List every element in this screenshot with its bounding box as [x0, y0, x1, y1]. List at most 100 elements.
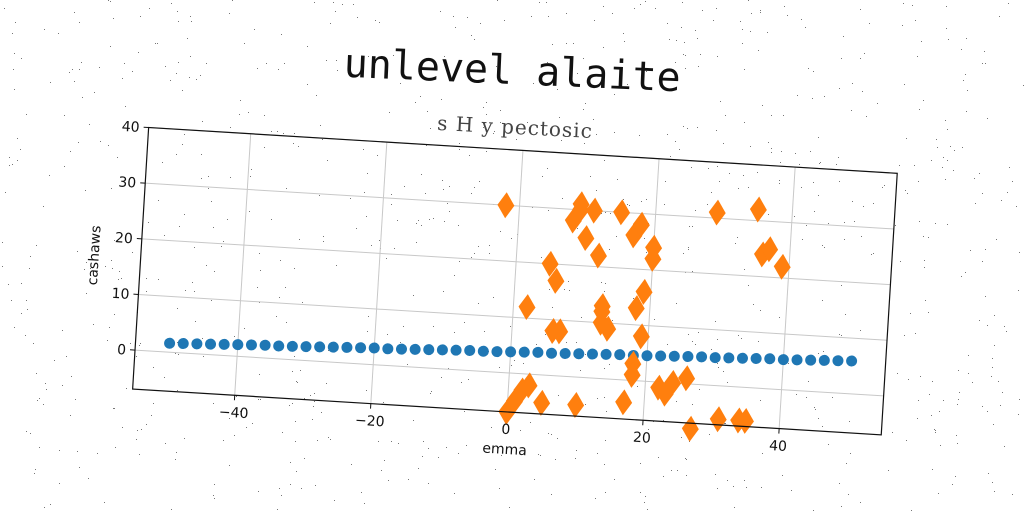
noise-dot: [491, 427, 492, 428]
noise-dot: [336, 265, 337, 266]
plot-frame: [131, 126, 898, 436]
noise-dot: [17, 160, 18, 161]
noise-dot: [214, 271, 215, 272]
noise-dot: [111, 260, 112, 261]
noise-dot: [788, 363, 789, 364]
noise-dot: [317, 440, 318, 441]
noise-dot: [935, 223, 936, 224]
y-gridline: [134, 349, 884, 397]
noise-dot: [140, 343, 141, 344]
noise-dot: [190, 56, 191, 57]
noise-dot: [1006, 331, 1007, 332]
noise-dot: [818, 137, 819, 138]
noise-dot: [433, 218, 434, 219]
noise-dot: [17, 138, 18, 139]
noise-dot: [277, 131, 278, 132]
noise-dot: [799, 164, 800, 165]
noise-dot: [992, 482, 993, 483]
noise-dot: [612, 320, 613, 321]
noise-dot: [682, 2, 683, 3]
noise-dot: [99, 67, 100, 68]
noise-dot: [848, 494, 849, 495]
noise-dot: [461, 382, 462, 383]
noise-dot: [112, 268, 113, 269]
data-point: [191, 338, 203, 350]
noise-dot: [925, 300, 926, 301]
noise-dot: [915, 333, 916, 334]
noise-dot: [753, 304, 754, 305]
noise-dot: [446, 447, 447, 448]
noise-dot: [496, 66, 497, 67]
noise-dot: [758, 341, 759, 342]
noise-dot: [947, 129, 948, 130]
noise-dot: [686, 459, 687, 460]
noise-dot: [20, 149, 21, 150]
noise-dot: [692, 341, 693, 342]
noise-dot: [551, 434, 552, 435]
noise-dot: [918, 400, 919, 401]
noise-dot: [999, 16, 1000, 17]
noise-dot: [375, 20, 376, 21]
noise-dot: [648, 429, 649, 430]
noise-dot: [328, 350, 329, 351]
noise-dot: [234, 435, 235, 436]
noise-dot: [603, 47, 604, 48]
noise-dot: [531, 16, 532, 17]
y-gridline: [145, 182, 894, 230]
noise-dot: [182, 144, 183, 145]
data-point: [696, 351, 708, 363]
noise-dot: [312, 419, 313, 420]
noise-dot: [70, 151, 71, 152]
noise-dot: [386, 258, 387, 259]
noise-dot: [297, 382, 298, 383]
noise-dot: [184, 214, 185, 215]
noise-dot: [29, 268, 30, 269]
noise-dot: [26, 300, 27, 301]
noise-dot: [904, 84, 905, 85]
noise-dot: [364, 503, 365, 504]
noise-dot: [968, 355, 969, 356]
noise-dot: [408, 479, 409, 480]
data-point-diamond: [497, 192, 515, 219]
noise-dot: [958, 399, 959, 400]
noise-dot: [444, 56, 445, 57]
noise-dot: [35, 469, 36, 470]
noise-dot: [947, 224, 948, 225]
noise-dot: [259, 253, 260, 254]
noise-dot: [965, 272, 966, 273]
noise-dot: [568, 281, 569, 282]
noise-dot: [644, 238, 645, 239]
noise-dot: [78, 142, 79, 143]
data-point: [764, 353, 776, 365]
noise-dot: [783, 115, 784, 116]
noise-dot: [839, 88, 840, 89]
noise-dot: [966, 38, 967, 39]
noise-dot: [389, 112, 390, 113]
noise-dot: [286, 322, 287, 323]
noise-dot: [429, 219, 430, 220]
noise-dot: [138, 52, 139, 53]
data-point-diamond: [615, 389, 633, 416]
noise-dot: [860, 330, 861, 331]
noise-dot: [841, 335, 842, 336]
noise-dot: [2, 266, 3, 267]
noise-dot: [1018, 290, 1019, 291]
noise-dot: [527, 122, 528, 123]
noise-dot: [290, 462, 291, 463]
noise-dot: [1018, 414, 1019, 415]
noise-dot: [768, 214, 769, 215]
data-point-diamond: [664, 370, 682, 396]
noise-dot: [499, 488, 500, 489]
noise-dot: [289, 405, 290, 406]
y-tick-label: 0: [117, 342, 127, 359]
noise-dot: [947, 160, 948, 161]
noise-dot: [818, 195, 819, 196]
data-point-diamond: [635, 278, 653, 305]
noise-dot: [1007, 192, 1008, 193]
noise-dot: [547, 62, 548, 63]
data-point: [505, 346, 517, 358]
noise-dot: [846, 463, 847, 464]
noise-dot: [278, 69, 279, 70]
data-point-diamond: [678, 365, 696, 392]
noise-dot: [604, 160, 605, 161]
